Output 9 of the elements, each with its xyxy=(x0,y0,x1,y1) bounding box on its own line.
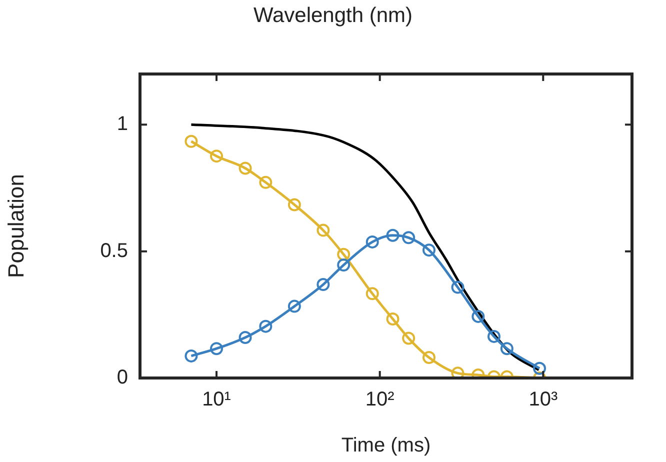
y-tick-label: 1 xyxy=(116,113,128,136)
x-axis-title: Time (ms) xyxy=(341,434,431,457)
y-axis-title: Population xyxy=(3,174,28,278)
y-tick-label: 0 xyxy=(116,366,128,389)
x-tick-label: 10¹ xyxy=(202,388,232,411)
text: Wavelength (nm) xyxy=(252,4,414,28)
y-tick-label: 0.5 xyxy=(100,240,128,262)
x-tick-label: 10² xyxy=(365,388,395,411)
x-tick-label: 10³ xyxy=(528,388,558,411)
